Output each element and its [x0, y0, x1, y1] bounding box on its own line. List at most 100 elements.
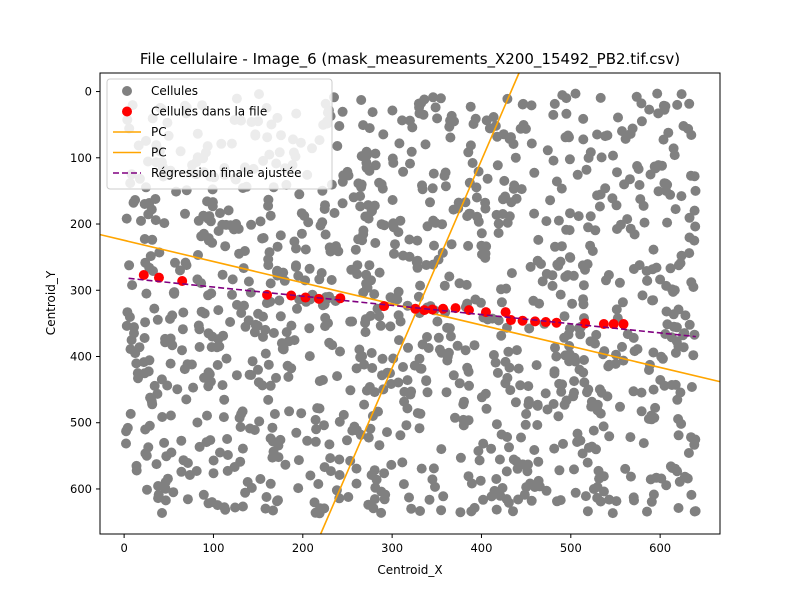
cell-point	[331, 485, 342, 496]
cell-point	[253, 364, 263, 375]
cell-point	[480, 252, 491, 263]
cell-point	[382, 427, 392, 438]
cell-point	[455, 452, 466, 463]
cell-point	[206, 342, 217, 353]
cell-point	[551, 351, 562, 362]
cell-point	[601, 275, 611, 286]
cell-point	[337, 106, 348, 117]
cell-point	[665, 189, 676, 200]
cell-point	[343, 492, 354, 502]
cell-point	[274, 295, 285, 306]
cell-point	[653, 160, 664, 171]
cell-point	[217, 380, 228, 391]
cell-point	[638, 200, 649, 211]
cell-point	[646, 410, 657, 421]
cell-point	[223, 205, 234, 216]
cell-point	[351, 478, 362, 489]
cell-point	[144, 262, 155, 273]
cell-point	[157, 508, 167, 518]
cell-point	[513, 363, 524, 374]
cell-point	[549, 443, 560, 454]
cell-point	[648, 244, 659, 255]
cell-point	[227, 289, 237, 300]
cell-point	[444, 121, 455, 132]
cell-point	[334, 470, 345, 480]
cell-point	[153, 489, 164, 500]
cell-point	[176, 466, 187, 477]
cell-point	[402, 375, 413, 386]
cell-point	[331, 241, 341, 252]
cell-point	[480, 197, 491, 208]
cell-point	[676, 250, 687, 261]
cell-point	[443, 347, 454, 358]
cell-point	[689, 506, 700, 517]
y-axis-label: Centroid_Y	[44, 270, 58, 335]
x-tick-label: 500	[560, 541, 582, 555]
cell-point	[441, 387, 452, 398]
cell-point	[121, 213, 132, 224]
cell-point	[683, 448, 694, 458]
legend-marker	[122, 86, 132, 96]
cell-point	[170, 257, 180, 268]
cell-point	[404, 234, 415, 245]
cell-point	[350, 244, 361, 255]
cell-point	[526, 495, 537, 506]
cell-point	[130, 348, 141, 359]
cell-point	[369, 289, 380, 300]
cell-point	[634, 180, 645, 190]
cell-point	[673, 430, 684, 441]
legend-label: Cellules dans la file	[151, 105, 267, 119]
cell-point	[471, 192, 482, 203]
cell-point	[555, 495, 566, 506]
cell-point	[642, 275, 653, 286]
cell-point	[351, 425, 362, 436]
cell-point	[652, 88, 663, 99]
cell-point	[272, 241, 283, 252]
cell-point	[647, 264, 658, 275]
cell-point	[366, 470, 377, 480]
cell-point	[614, 277, 625, 288]
cell-point	[620, 463, 631, 474]
cell-point	[629, 346, 640, 357]
cell-point	[524, 323, 535, 334]
cell-point	[319, 462, 330, 473]
cell-point	[551, 176, 562, 187]
cell-point	[240, 321, 251, 332]
cell-point	[672, 99, 683, 110]
cell-point	[437, 219, 448, 230]
cell-point	[502, 432, 513, 442]
cell-point	[515, 380, 526, 391]
cell-point	[147, 234, 158, 245]
cell-point	[194, 342, 205, 352]
cell-point	[280, 459, 291, 470]
cell-point	[267, 422, 278, 433]
cell-point	[604, 359, 615, 370]
cell-point	[130, 195, 141, 205]
cell-point	[639, 217, 650, 228]
cell-point	[218, 412, 229, 423]
cell-point	[625, 471, 636, 482]
cell-point	[213, 305, 224, 316]
cell-point	[151, 459, 162, 470]
cell-point	[401, 420, 412, 431]
cell-point	[465, 140, 476, 151]
cell-point	[537, 276, 548, 287]
cell-point	[230, 502, 241, 513]
cell-point	[207, 197, 218, 208]
cell-point	[225, 317, 236, 327]
cell-point	[432, 113, 443, 124]
file-cell-point	[419, 305, 430, 316]
cell-point	[319, 204, 330, 214]
cell-point	[393, 377, 404, 388]
cell-point	[642, 506, 652, 517]
cell-point	[121, 426, 132, 437]
cell-point	[142, 484, 152, 495]
cell-point	[668, 309, 679, 320]
cell-point	[615, 219, 626, 230]
cell-point	[690, 185, 701, 196]
cell-point	[668, 143, 679, 154]
pc-line-1	[100, 233, 720, 383]
cell-point	[554, 378, 565, 389]
cell-point	[203, 328, 214, 339]
file-cell-point	[153, 272, 164, 283]
